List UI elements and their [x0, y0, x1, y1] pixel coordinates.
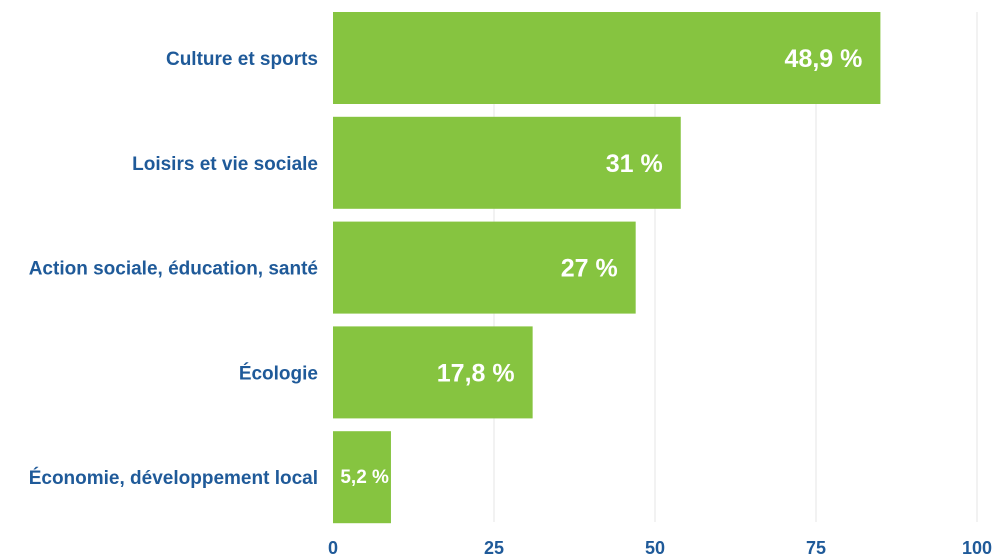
value-label-3: 27 %: [561, 255, 618, 283]
value-label-layer: 48,9 % 31 % 27 % 17,8 % 5,2 %: [340, 45, 862, 488]
value-label-4: 17,8 %: [437, 359, 515, 387]
bar-5: [333, 431, 391, 524]
bar-1: [333, 12, 881, 104]
x-tick-label-100: 100: [962, 538, 992, 557]
category-label-5: Économie, développement local: [29, 467, 318, 489]
x-tick-label-50: 50: [645, 538, 665, 557]
bar-4: [333, 326, 533, 419]
category-label-1: Culture et sports: [166, 49, 318, 70]
x-tick-label-0: 0: [328, 538, 338, 557]
value-label-1: 48,9 %: [785, 45, 863, 73]
bar-3: [333, 221, 636, 314]
x-tick-label-75: 75: [806, 538, 826, 557]
x-tick-label-25: 25: [484, 538, 504, 557]
bar-2: [333, 116, 681, 209]
category-label-4: Écologie: [239, 362, 318, 384]
value-label-2: 31 %: [606, 150, 663, 178]
category-label-3: Action sociale, éducation, santé: [29, 259, 318, 280]
category-label-layer: Culture et sports Loisirs et vie sociale A…: [29, 49, 318, 489]
category-label-2: Loisirs et vie sociale: [132, 154, 318, 175]
x-axis-tick-layer: 0 25 50 75 100: [328, 538, 992, 557]
value-label-5: 5,2 %: [340, 467, 389, 488]
bar-layer: [333, 12, 881, 524]
